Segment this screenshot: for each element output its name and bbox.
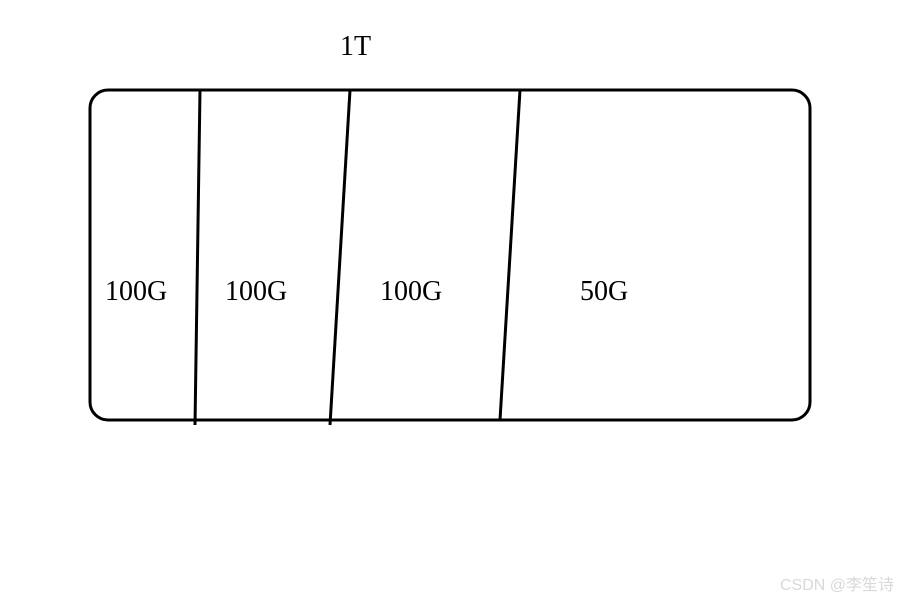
diagram-title: 1T	[340, 31, 371, 62]
partition-label-3: 50G	[580, 276, 628, 307]
partition-diagram: 1T 100G 100G 100G 50G CSDN @李笙诗	[0, 0, 915, 607]
partition-label-0: 100G	[105, 276, 167, 307]
partition-label-2: 100G	[380, 276, 442, 307]
partition-label-1: 100G	[225, 276, 287, 307]
partition-divider-0	[195, 90, 200, 425]
partition-divider-1	[330, 90, 350, 425]
partition-divider-2	[500, 90, 520, 420]
watermark: CSDN @李笙诗	[780, 576, 894, 594]
